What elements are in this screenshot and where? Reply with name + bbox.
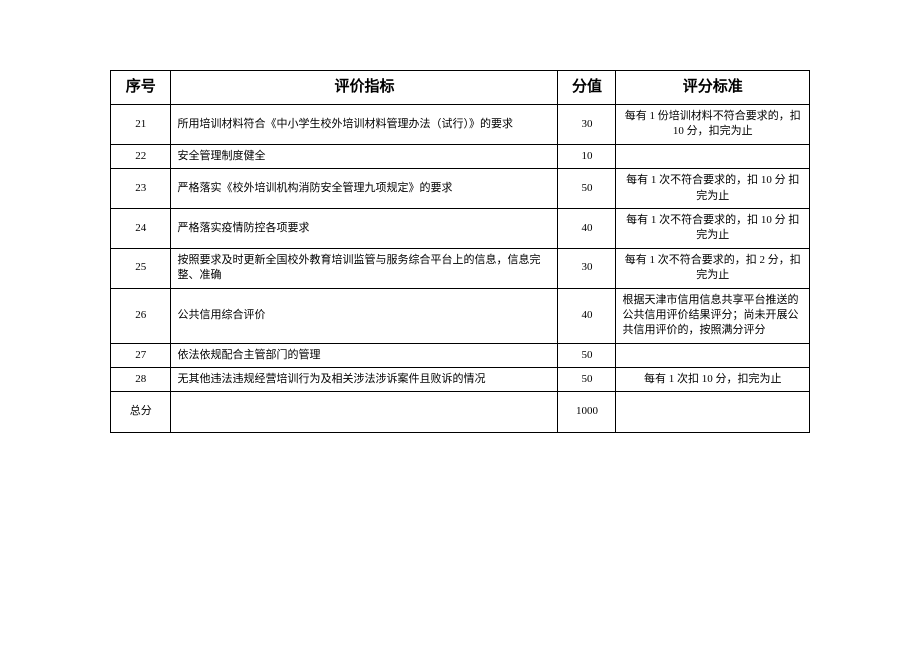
cell-indicator: 安全管理制度健全 (171, 144, 558, 168)
cell-seq: 23 (111, 169, 171, 209)
cell-seq: 24 (111, 208, 171, 248)
cell-standard: 每有 1 次不符合要求的，扣 2 分，扣完为止 (616, 248, 810, 288)
evaluation-table: 序号 评价指标 分值 评分标准 21 所用培训材料符合《中小学生校外培训材料管理… (110, 70, 810, 433)
table-row: 22 安全管理制度健全 10 (111, 144, 810, 168)
cell-seq: 25 (111, 248, 171, 288)
cell-indicator: 按照要求及时更新全国校外教育培训监管与服务综合平台上的信息，信息完整、准确 (171, 248, 558, 288)
table-row: 24 严格落实疫情防控各项要求 40 每有 1 次不符合要求的，扣 10 分 扣… (111, 208, 810, 248)
table-row: 28 无其他违法违规经营培训行为及相关涉法涉诉案件且败诉的情况 50 每有 1 … (111, 368, 810, 392)
table-row: 25 按照要求及时更新全国校外教育培训监管与服务综合平台上的信息，信息完整、准确… (111, 248, 810, 288)
cell-standard: 每有 1 次扣 10 分，扣完为止 (616, 368, 810, 392)
cell-indicator: 严格落实《校外培训机构消防安全管理九项规定》的要求 (171, 169, 558, 209)
table-body: 21 所用培训材料符合《中小学生校外培训材料管理办法（试行）》的要求 30 每有… (111, 105, 810, 433)
cell-standard: 每有 1 份培训材料不符合要求的，扣 10 分，扣完为止 (616, 105, 810, 145)
cell-standard: 每有 1 次不符合要求的，扣 10 分 扣完为止 (616, 208, 810, 248)
header-standard: 评分标准 (616, 71, 810, 105)
cell-score: 30 (558, 248, 616, 288)
cell-total-label: 总分 (111, 392, 171, 432)
header-indicator: 评价指标 (171, 71, 558, 105)
cell-seq: 26 (111, 288, 171, 343)
cell-seq: 22 (111, 144, 171, 168)
table-row: 23 严格落实《校外培训机构消防安全管理九项规定》的要求 50 每有 1 次不符… (111, 169, 810, 209)
cell-total-empty2 (616, 392, 810, 432)
table-row: 26 公共信用综合评价 40 根据天津市信用信息共享平台推送的公共信用评价结果评… (111, 288, 810, 343)
cell-score: 50 (558, 169, 616, 209)
cell-standard (616, 343, 810, 367)
cell-standard: 每有 1 次不符合要求的，扣 10 分 扣完为止 (616, 169, 810, 209)
cell-indicator: 公共信用综合评价 (171, 288, 558, 343)
table-header-row: 序号 评价指标 分值 评分标准 (111, 71, 810, 105)
cell-score: 50 (558, 368, 616, 392)
cell-total-empty (171, 392, 558, 432)
header-seq: 序号 (111, 71, 171, 105)
cell-indicator: 所用培训材料符合《中小学生校外培训材料管理办法（试行）》的要求 (171, 105, 558, 145)
cell-seq: 27 (111, 343, 171, 367)
cell-score: 40 (558, 288, 616, 343)
cell-score: 40 (558, 208, 616, 248)
table-row: 21 所用培训材料符合《中小学生校外培训材料管理办法（试行）》的要求 30 每有… (111, 105, 810, 145)
cell-score: 10 (558, 144, 616, 168)
cell-score: 30 (558, 105, 616, 145)
page-container: 序号 评价指标 分值 评分标准 21 所用培训材料符合《中小学生校外培训材料管理… (0, 0, 920, 433)
table-total-row: 总分 1000 (111, 392, 810, 432)
header-score: 分值 (558, 71, 616, 105)
table-row: 27 依法依规配合主管部门的管理 50 (111, 343, 810, 367)
cell-indicator: 依法依规配合主管部门的管理 (171, 343, 558, 367)
cell-standard (616, 144, 810, 168)
cell-seq: 28 (111, 368, 171, 392)
cell-standard: 根据天津市信用信息共享平台推送的公共信用评价结果评分；尚未开展公共信用评价的，按… (616, 288, 810, 343)
cell-score: 50 (558, 343, 616, 367)
cell-seq: 21 (111, 105, 171, 145)
cell-total-value: 1000 (558, 392, 616, 432)
cell-indicator: 严格落实疫情防控各项要求 (171, 208, 558, 248)
cell-indicator: 无其他违法违规经营培训行为及相关涉法涉诉案件且败诉的情况 (171, 368, 558, 392)
